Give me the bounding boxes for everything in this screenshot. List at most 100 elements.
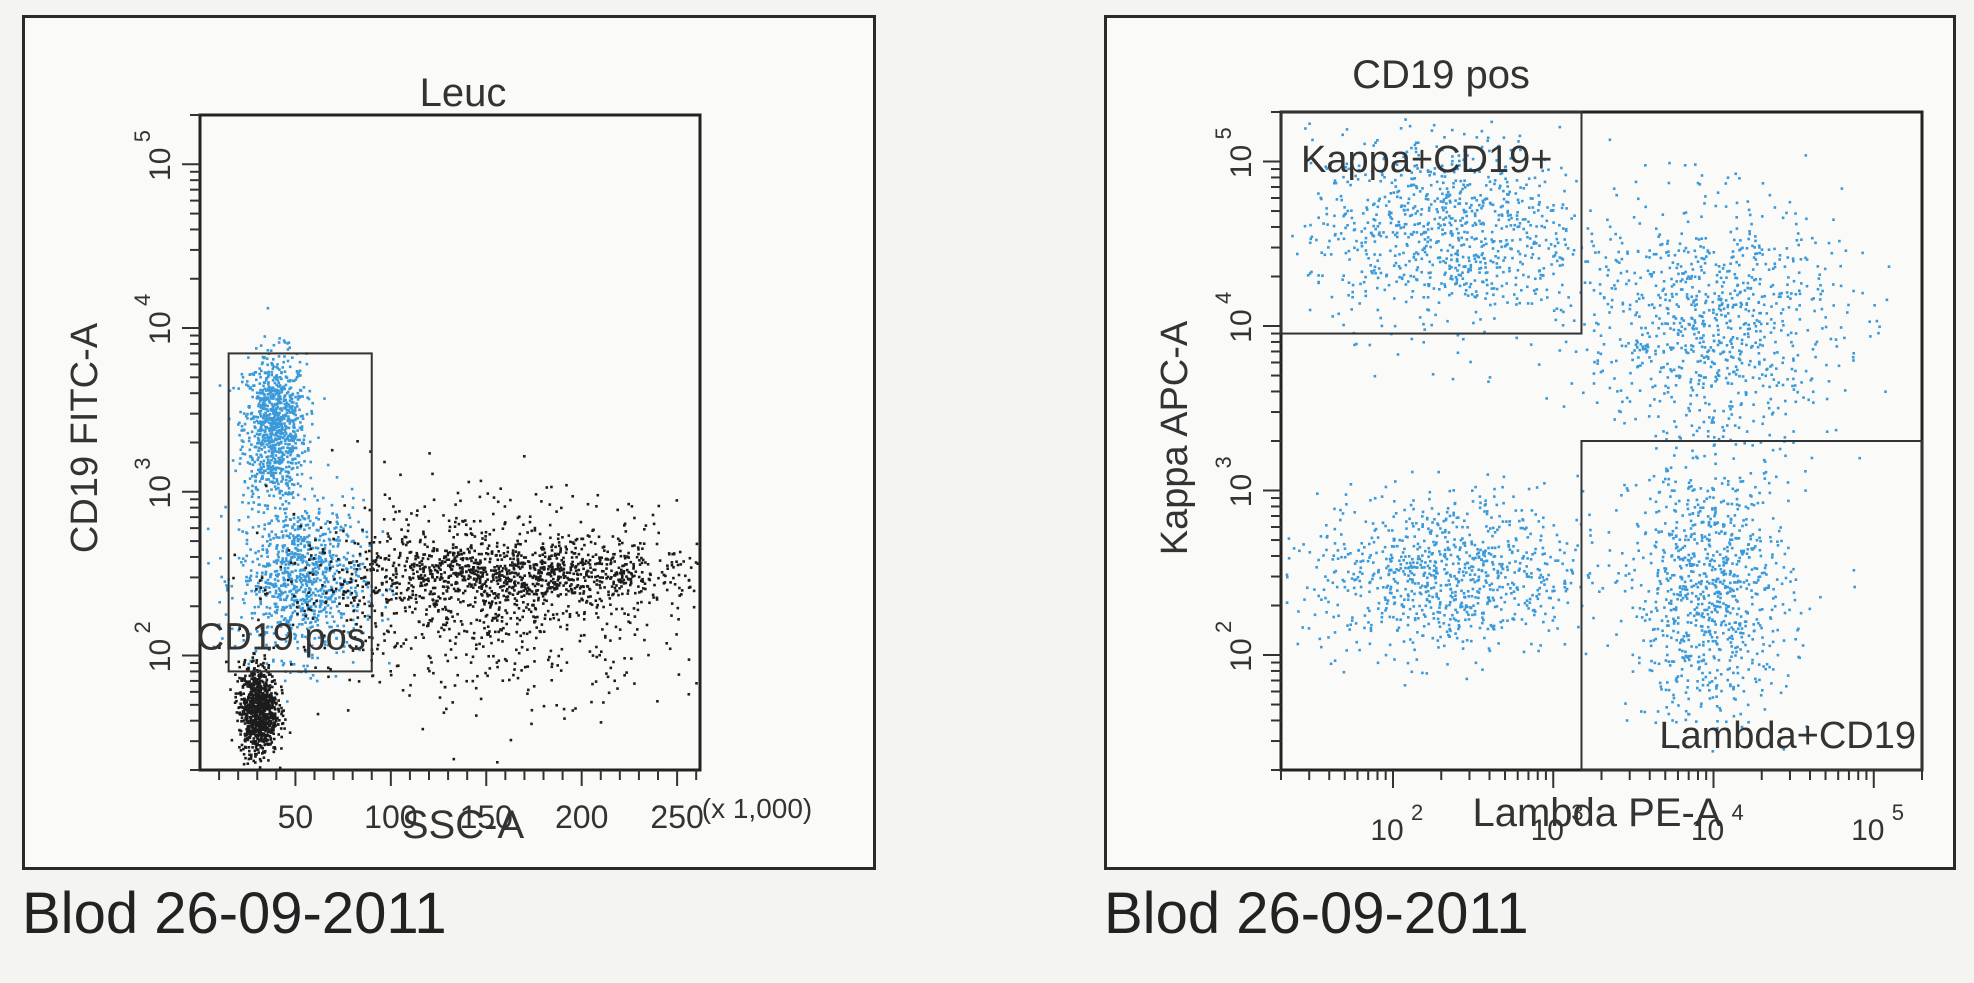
data-point — [489, 606, 492, 609]
data-point — [271, 445, 275, 449]
data-point — [245, 682, 249, 685]
data-point — [250, 443, 253, 446]
data-point — [600, 599, 603, 603]
data-point — [249, 709, 253, 712]
data-point — [286, 419, 289, 423]
data-point — [311, 487, 314, 491]
data-point — [660, 571, 664, 574]
data-point — [268, 709, 272, 713]
data-point — [282, 584, 285, 587]
data-point — [555, 568, 558, 571]
data-point — [258, 399, 262, 403]
data-point — [419, 567, 422, 571]
data-point — [1749, 537, 1752, 541]
data-point — [1693, 523, 1697, 526]
data-point — [571, 495, 574, 498]
data-point — [480, 531, 484, 535]
data-point — [250, 470, 253, 473]
data-point — [542, 704, 546, 708]
data-point — [262, 732, 265, 736]
data-point — [355, 622, 358, 626]
data-point — [600, 569, 604, 573]
data-point — [423, 578, 426, 582]
data-point — [492, 528, 496, 532]
x-axis-unit-note: (x 1,000) — [702, 793, 813, 824]
data-point — [348, 589, 351, 593]
data-point — [1705, 537, 1709, 541]
data-point — [1658, 579, 1662, 583]
data-point — [610, 576, 613, 579]
data-point — [325, 566, 328, 570]
data-point — [571, 560, 574, 564]
data-point — [269, 731, 273, 734]
data-point — [261, 361, 264, 364]
data-point — [276, 595, 279, 599]
data-point — [251, 474, 254, 478]
data-point — [267, 373, 270, 376]
data-point — [268, 441, 272, 445]
data-point — [517, 553, 520, 556]
data-point — [266, 690, 269, 693]
data-point — [687, 586, 691, 589]
data-point — [291, 447, 295, 450]
data-point — [342, 630, 346, 633]
data-point — [1779, 526, 1782, 529]
data-point — [622, 564, 626, 567]
data-point — [252, 697, 256, 700]
data-point — [256, 630, 259, 633]
data-point — [620, 568, 623, 572]
data-point — [384, 605, 387, 609]
data-point — [395, 592, 398, 595]
data-point — [598, 576, 602, 579]
data-point — [1739, 580, 1742, 584]
data-point — [248, 696, 252, 700]
data-point — [1673, 558, 1676, 562]
data-point — [1772, 587, 1775, 591]
data-point — [1682, 639, 1686, 643]
data-point — [327, 589, 331, 592]
data-point — [381, 593, 385, 597]
data-point — [359, 545, 362, 548]
data-point — [1719, 568, 1723, 571]
x-tick-label: 200 — [555, 799, 608, 835]
data-point — [212, 645, 216, 649]
data-point — [246, 412, 249, 416]
data-point — [333, 577, 336, 581]
data-point — [263, 654, 266, 657]
data-point — [434, 564, 438, 567]
data-point — [517, 651, 521, 655]
data-point — [261, 720, 265, 724]
data-point — [446, 617, 450, 621]
data-point — [517, 607, 521, 610]
data-point — [250, 430, 254, 434]
data-point — [263, 393, 266, 397]
data-point — [487, 655, 490, 658]
data-point — [1726, 514, 1730, 518]
data-point — [327, 675, 330, 679]
data-point — [1711, 696, 1715, 699]
data-point — [259, 671, 263, 675]
data-point — [501, 679, 505, 682]
data-point — [410, 563, 414, 566]
data-point — [254, 693, 258, 697]
data-point — [255, 748, 259, 751]
data-point — [271, 713, 274, 716]
data-point — [270, 614, 273, 617]
data-point — [291, 526, 294, 530]
data-point — [579, 520, 583, 524]
data-point — [1751, 658, 1754, 662]
data-point — [314, 553, 317, 557]
data-point — [388, 661, 391, 665]
data-point — [296, 405, 299, 408]
data-point — [447, 576, 450, 579]
data-point — [349, 593, 352, 596]
data-point — [1649, 561, 1653, 565]
data-point — [377, 564, 381, 568]
data-point — [330, 560, 333, 563]
data-point — [315, 528, 319, 532]
data-point — [1724, 603, 1728, 607]
data-point — [272, 476, 276, 480]
data-point — [288, 536, 291, 540]
data-point — [276, 460, 280, 463]
data-point — [467, 574, 471, 578]
